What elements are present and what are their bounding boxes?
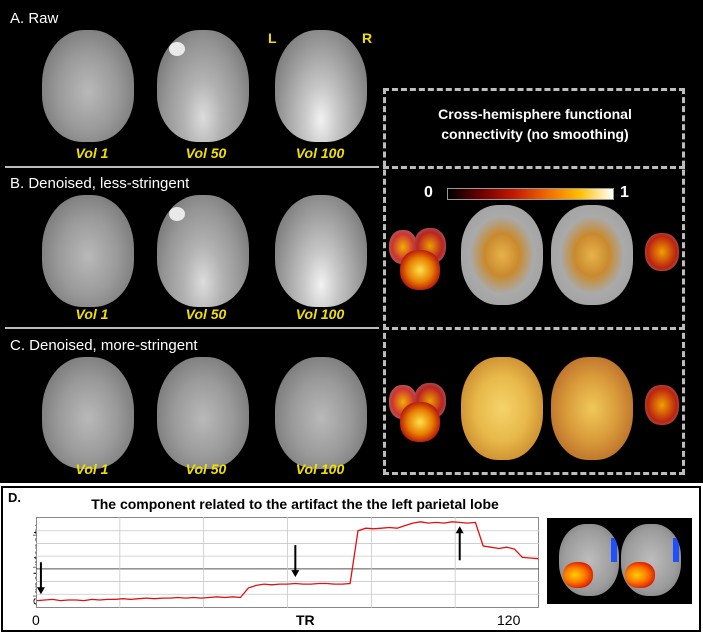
row-c-title: C. Denoised, more-stringent: [10, 337, 198, 354]
fc-dashed-box: [383, 88, 685, 475]
fc-map-slice: [400, 250, 440, 290]
brain-raw-vol50: [157, 30, 249, 142]
panel-d-title: The component related to the artifact th…: [91, 496, 499, 512]
colorbar: [447, 188, 614, 200]
negative-blob: [611, 538, 617, 562]
vol-label: Vol 1: [75, 461, 109, 477]
fc-map-slice: [461, 357, 543, 460]
fc-title: Cross-hemisphere functional connectivity…: [395, 104, 675, 144]
arrow-marker: [36, 562, 45, 595]
arrow-marker: [291, 545, 300, 578]
vol-label: Vol 1: [75, 306, 109, 322]
timecourse-line: [36, 521, 539, 602]
brain-slice: [559, 524, 619, 596]
brain-morestringent-vol1: [42, 357, 134, 469]
fc-map-slice: [645, 233, 679, 271]
brain-lessstringent-vol1: [42, 195, 134, 307]
fc-map-slice: [400, 402, 440, 442]
brain-lessstringent-vol50: [157, 195, 249, 307]
vol-label: Vol 50: [185, 306, 227, 322]
brain-morestringent-vol50: [157, 357, 249, 469]
fc-map-slice: [645, 385, 679, 425]
x-axis-label: TR: [296, 612, 315, 628]
fc-divider: [383, 166, 685, 169]
component-map-thumbnail: [547, 518, 692, 604]
negative-blob: [673, 538, 679, 562]
colorbar-max-label: 1: [620, 184, 629, 201]
vol-label: Vol 100: [295, 306, 345, 322]
right-marker: R: [362, 30, 373, 46]
row-a-title: A. Raw: [10, 10, 59, 27]
fc-title-line1: Cross-hemisphere functional: [438, 106, 632, 122]
fc-divider: [383, 327, 685, 330]
vol-label: Vol 1: [75, 145, 109, 161]
fc-map-slice: [461, 205, 543, 305]
brain-raw-vol1: [42, 30, 134, 142]
brain-lessstringent-vol100: [275, 195, 367, 307]
x-tick-120: 120: [497, 612, 521, 628]
vol-label: Vol 100: [295, 461, 345, 477]
brain-morestringent-vol100: [275, 357, 367, 469]
colorbar-min-label: 0: [424, 184, 433, 201]
left-marker: L: [268, 30, 277, 46]
fc-title-line2: connectivity (no smoothing): [441, 126, 629, 142]
brain-raw-vol100: [275, 30, 367, 142]
arrow-marker: [455, 526, 464, 561]
fc-map-slice: [551, 205, 633, 305]
vol-label: Vol 100: [295, 145, 345, 161]
fc-map-slice: [551, 357, 633, 460]
row-b-title: B. Denoised, less-stringent: [10, 175, 190, 192]
row-separator: [5, 327, 379, 329]
row-separator: [5, 166, 379, 168]
artifact-blob: [563, 562, 593, 588]
x-tick-0: 0: [32, 612, 40, 628]
component-timecourse-chart: [36, 517, 539, 608]
vol-label: Vol 50: [185, 461, 227, 477]
panel-d-label: D.: [8, 490, 21, 505]
vol-label: Vol 50: [185, 145, 227, 161]
brain-slice: [621, 524, 681, 596]
artifact-blob: [625, 562, 655, 588]
